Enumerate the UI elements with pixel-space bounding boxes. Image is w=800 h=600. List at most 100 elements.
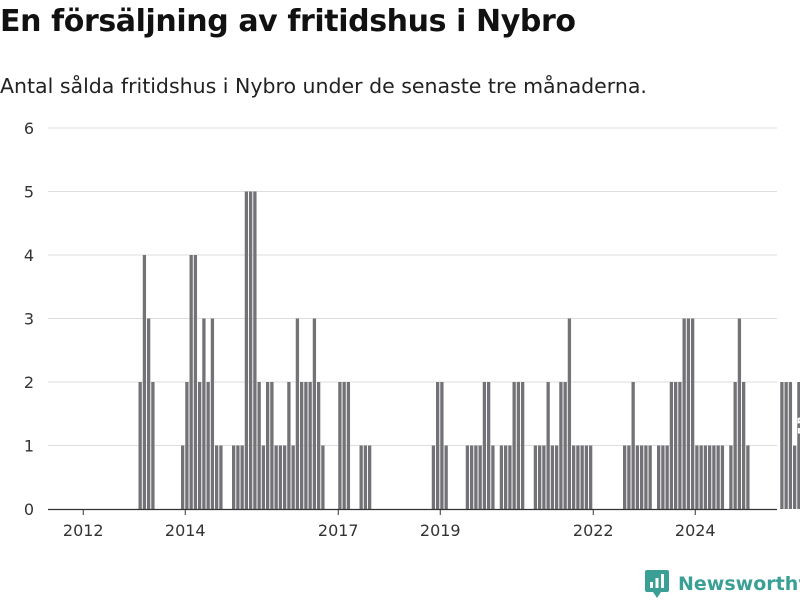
bar <box>546 382 550 509</box>
bar <box>780 382 784 509</box>
bar <box>295 318 300 509</box>
bar <box>249 191 253 509</box>
y-tick-label: 2 <box>24 373 34 392</box>
x-tick-label: 2017 <box>318 521 359 540</box>
bar <box>657 445 661 509</box>
bar <box>198 382 202 509</box>
brand-name: Newsworthy <box>678 573 800 595</box>
bar <box>300 382 304 509</box>
bar <box>555 445 559 509</box>
bar <box>261 445 266 509</box>
bar <box>363 445 368 509</box>
bar <box>512 382 516 509</box>
bar <box>359 445 363 509</box>
bar <box>720 445 725 509</box>
bar <box>444 445 448 509</box>
x-tick-label: 2014 <box>165 521 206 540</box>
bar <box>431 445 436 509</box>
bar <box>533 445 538 509</box>
bar <box>635 445 640 509</box>
bar <box>478 445 482 509</box>
bar <box>232 445 236 509</box>
bar <box>151 382 155 509</box>
bar <box>648 445 652 509</box>
bar <box>716 445 720 509</box>
y-tick-label: 4 <box>24 246 34 265</box>
bar <box>236 445 240 509</box>
bar <box>559 382 563 509</box>
bar <box>580 445 584 509</box>
bar <box>746 445 750 509</box>
bar <box>644 445 648 509</box>
bar <box>219 445 223 509</box>
bar <box>317 382 321 509</box>
bar <box>291 445 295 509</box>
bar <box>189 255 193 509</box>
x-tick-label: 2012 <box>63 521 104 540</box>
bar <box>253 191 257 509</box>
bar <box>257 382 261 509</box>
bar <box>465 445 470 509</box>
bar <box>206 382 210 509</box>
y-tick-label: 6 <box>24 119 34 138</box>
x-tick-label: 2024 <box>675 521 716 540</box>
bar <box>342 382 346 509</box>
bar <box>304 382 308 509</box>
bar <box>703 445 708 509</box>
chart-title: En försäljning av fritidshus i Nybro <box>0 4 576 39</box>
bar <box>563 382 567 509</box>
bar <box>368 445 372 509</box>
y-tick-label: 0 <box>24 500 34 519</box>
bar <box>572 445 576 509</box>
bar <box>516 382 521 509</box>
bar <box>631 382 635 509</box>
bar <box>482 382 487 509</box>
bar <box>440 382 444 509</box>
bar <box>487 382 491 509</box>
bar <box>665 445 669 509</box>
bar <box>589 445 593 509</box>
bar <box>287 382 291 509</box>
bar <box>210 318 215 509</box>
bar <box>640 445 644 509</box>
gridlines <box>48 127 777 446</box>
bar <box>181 445 185 509</box>
bar <box>576 445 580 509</box>
bar <box>346 382 351 509</box>
bar <box>308 382 312 509</box>
bar <box>674 382 678 509</box>
bar <box>708 445 712 509</box>
bar <box>138 382 142 509</box>
y-tick-label: 3 <box>24 310 34 329</box>
data-labels: 1 <box>796 415 800 439</box>
bar <box>784 382 788 509</box>
bar <box>678 382 682 509</box>
bar <box>695 445 699 509</box>
bars <box>138 191 800 509</box>
latest-value-label: 1 <box>798 417 800 437</box>
bar <box>240 445 244 509</box>
bar <box>202 318 206 509</box>
bar <box>266 382 270 509</box>
brand-footer: Newsworthy <box>644 569 800 599</box>
bar <box>797 382 800 509</box>
bar <box>499 445 504 509</box>
bar <box>338 382 342 509</box>
bar <box>521 382 525 509</box>
bar <box>244 191 249 509</box>
bar <box>627 445 631 509</box>
bar <box>682 318 686 509</box>
y-tick-label: 5 <box>24 183 34 202</box>
bar <box>142 255 147 509</box>
bar <box>550 445 555 509</box>
bar <box>623 445 627 509</box>
bar <box>699 445 703 509</box>
bar <box>742 382 746 509</box>
bar <box>508 445 512 509</box>
y-tick-label: 1 <box>24 437 34 456</box>
bar <box>669 382 674 509</box>
bar <box>215 445 219 509</box>
bar <box>436 382 440 509</box>
newsworthy-logo-icon <box>645 570 669 598</box>
bar <box>729 445 733 509</box>
